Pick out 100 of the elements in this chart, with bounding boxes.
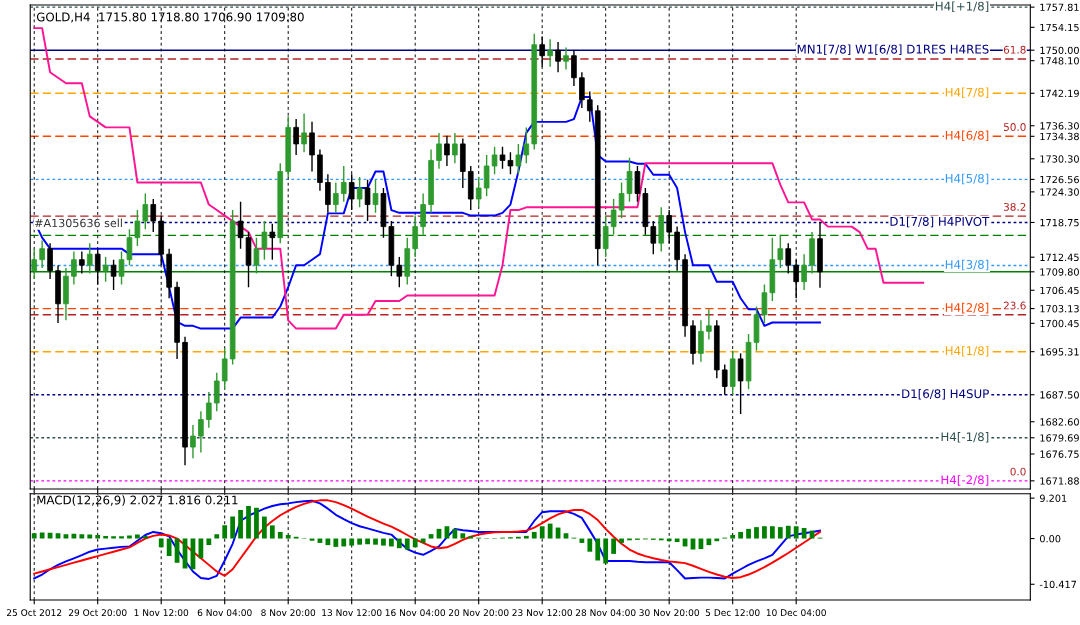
- y-tick-label: 1742.19: [1040, 89, 1079, 98]
- bar: [373, 538, 378, 545]
- x-tick-label: 29 Oct 20:00: [68, 609, 127, 617]
- x-tick-label: 23 Nov 12:00: [512, 609, 573, 617]
- bar: [762, 526, 767, 539]
- ref-line-label: H4[-2/8]: [941, 475, 989, 486]
- candlestick: [333, 181, 339, 214]
- y-tick-label: 1671.88: [1040, 477, 1079, 485]
- y-tick-label: 1750.00: [1040, 46, 1079, 55]
- bar: [381, 538, 386, 546]
- candlestick: [253, 236, 260, 275]
- bar: [531, 531, 537, 539]
- ref-line-label: H4[5/8]: [945, 173, 989, 185]
- y-tick-label: 1706.45: [1040, 286, 1079, 295]
- candlestick: [213, 371, 220, 412]
- ref-line-label: H4[1/8]: [945, 345, 989, 357]
- bar: [539, 526, 545, 539]
- y-tick-label: 0.00: [1039, 535, 1061, 543]
- bar: [246, 506, 251, 539]
- text: GOLD,H4 1715.80 1718.80 1706.90 1709.80: [36, 12, 304, 23]
- candlestick: [340, 165, 347, 203]
- bar: [87, 534, 93, 539]
- y-tick-label: 1709.80: [1040, 268, 1079, 276]
- bar: [357, 538, 363, 545]
- bar: [579, 538, 585, 543]
- chart-title: MACD(12,26,9) 2.027 1.816 0.211: [37, 495, 238, 506]
- bar: [396, 538, 402, 549]
- ref-line-label: H4[3/8]: [945, 259, 989, 271]
- candlestick: [134, 209, 141, 247]
- bar: [452, 528, 458, 539]
- candlestick: [555, 41, 561, 73]
- candlestick: [86, 242, 93, 275]
- bar: [31, 533, 37, 539]
- y-tick-label: 1718.75: [1040, 218, 1079, 227]
- bar: [404, 538, 410, 550]
- y-tick-label: 1734.38: [1040, 132, 1079, 141]
- bar: [349, 538, 355, 546]
- candlestick: [547, 38, 553, 68]
- candlestick: [206, 391, 212, 429]
- y-tick-label: 1726.56: [1040, 175, 1079, 184]
- y-tick-label: 1748.10: [1040, 57, 1079, 65]
- candlestick: [452, 132, 458, 164]
- annotation: #A1305636 sell: [35, 218, 122, 228]
- ref-line-label: D1[6/8] H4SUP: [902, 389, 989, 400]
- bar: [63, 534, 69, 539]
- bar: [611, 538, 616, 554]
- bar: [389, 538, 394, 547]
- bar: [365, 538, 370, 545]
- bar: [277, 531, 283, 539]
- candlestick: [372, 179, 379, 214]
- y-tick-label: 1676.75: [1040, 450, 1079, 458]
- candlestick: [587, 90, 593, 123]
- candlestick: [777, 234, 784, 269]
- bar: [587, 538, 593, 552]
- bar: [420, 538, 426, 543]
- bar: [603, 538, 609, 564]
- candlestick: [602, 214, 609, 258]
- bar: [238, 509, 243, 539]
- bar: [785, 525, 791, 539]
- x-tick-label: 28 Nov 04:00: [575, 609, 636, 617]
- bar: [333, 538, 339, 547]
- bar: [730, 535, 736, 539]
- bar: [523, 535, 529, 539]
- annotation: 38.2: [1003, 202, 1026, 211]
- bar: [285, 535, 291, 539]
- candlestick: [610, 198, 617, 236]
- x-tick-label: 10 Dec 04:00: [766, 609, 826, 617]
- bar: [706, 538, 712, 546]
- bar: [119, 536, 124, 539]
- y-tick-label: 1695.31: [1040, 348, 1079, 356]
- candlestick: [491, 145, 498, 175]
- ref-line-label: H4[-1/8]: [941, 432, 989, 443]
- x-tick-label: 5 Dec 12:00: [705, 609, 760, 617]
- bar: [39, 532, 45, 539]
- annotation: 50.0: [1003, 123, 1026, 131]
- bar: [214, 534, 220, 539]
- y-tick-label: -10.417: [1039, 580, 1077, 589]
- candlestick: [801, 253, 807, 291]
- candlestick: [515, 143, 522, 175]
- candlestick: [634, 165, 641, 203]
- ref-line-label: H4[2/8]: [945, 302, 989, 314]
- candlestick: [325, 173, 331, 214]
- bar: [127, 535, 132, 539]
- bar: [412, 538, 418, 548]
- x-tick-label: 6 Nov 04:00: [197, 609, 252, 617]
- bar: [111, 536, 116, 539]
- candlestick: [579, 71, 585, 109]
- bar: [738, 531, 743, 539]
- annotation: 0.0: [1010, 467, 1026, 476]
- y-tick-label: 1703.13: [1040, 305, 1079, 313]
- candlestick: [650, 220, 657, 255]
- candlestick: [436, 132, 442, 170]
- bar: [468, 536, 474, 539]
- bar: [55, 533, 61, 539]
- y-tick-label: 1754.15: [1040, 23, 1079, 32]
- x-tick-label: 20 Nov 20:00: [448, 609, 509, 617]
- ref-line-label: D1[7/8] H4PIVOT: [890, 216, 990, 228]
- candlestick: [364, 179, 371, 222]
- bar: [222, 525, 228, 539]
- bar: [619, 538, 624, 543]
